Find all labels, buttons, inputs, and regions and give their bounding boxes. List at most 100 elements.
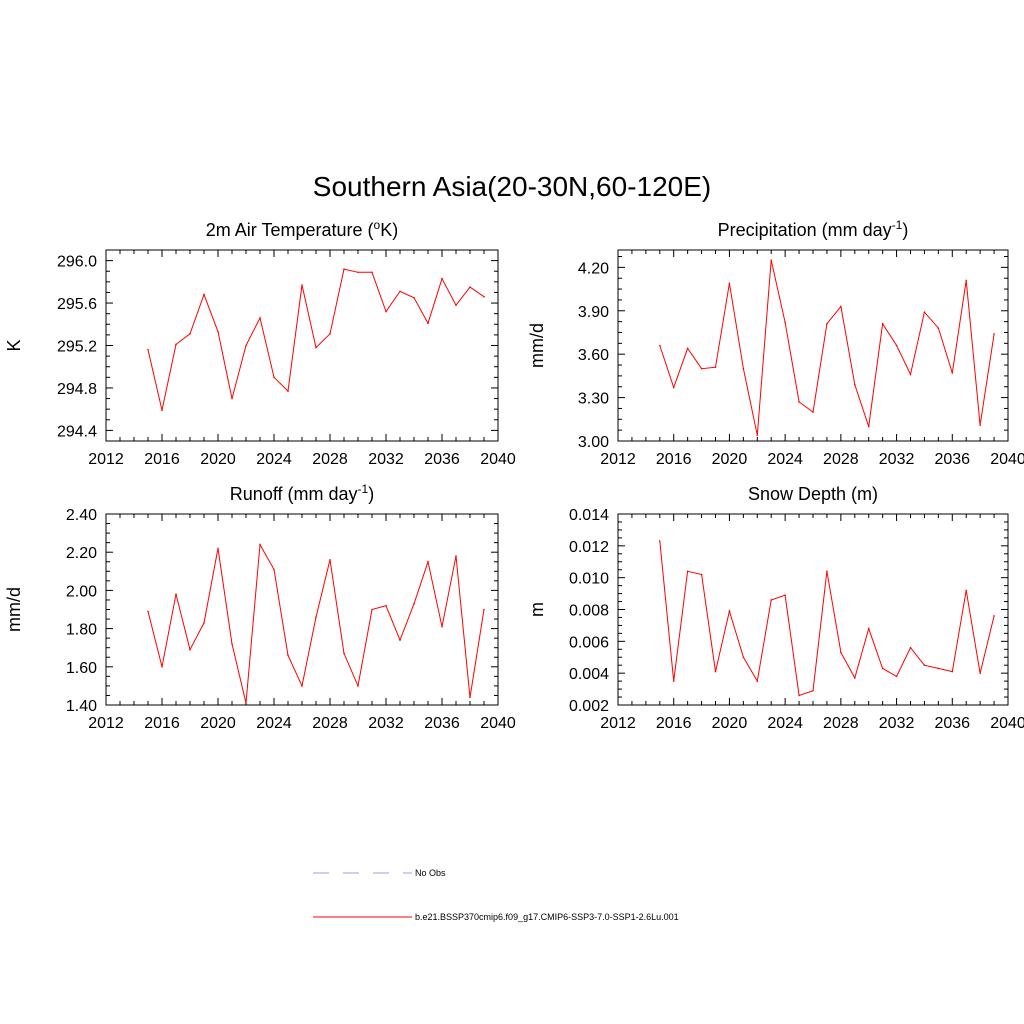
y-tick-label: 295.2 [57,339,97,356]
x-tick-label: 2036 [424,715,460,732]
data-point [203,293,205,296]
panel-3: 2012 2016 2020 2024 2028 2032 2036 2040 1.40 1.60… [4,482,516,732]
data-point [161,666,163,668]
series-line [147,268,485,411]
plot-frame [105,249,499,442]
data-point [714,366,717,369]
y-tick-label: 4.20 [578,260,609,277]
data-point [301,284,303,286]
y-axis-label: mm/d [527,323,547,368]
x-tick-label: 2024 [256,451,292,468]
panel-title: Precipitation (mm day-1) [718,218,909,240]
data-point [315,346,317,349]
data-point [686,347,689,350]
data-point [798,694,800,697]
data-point [329,333,331,335]
data-point [441,625,443,628]
data-point [993,615,995,617]
data-point [175,343,177,346]
x-tick-label: 2032 [368,451,404,468]
data-point [993,333,995,335]
panel-4: 2012 2016 2020 2024 2028 2032 2036 2040 0.002 0.0… [527,484,1024,732]
y-tick-label: 0.010 [569,571,609,588]
data-point [357,271,359,274]
data-point [923,664,926,667]
data-point [686,570,689,573]
data-point [812,689,814,692]
data-point [217,547,219,550]
y-tick-label: 295.6 [57,296,97,313]
x-tick-label: 2020 [200,715,236,732]
data-point [840,651,842,654]
x-tick-label: 2012 [88,451,124,468]
y-tick-label: 1.80 [66,622,97,639]
legend-label-2: b.e21.BSSP370cmip6.f09_g17.CMIP6-SSP3-7.… [415,912,679,922]
y-tick-label: 0.014 [569,507,609,524]
data-point [881,322,884,325]
data-point [826,322,828,325]
y-tick-label: 1.40 [66,698,97,715]
data-point [147,610,149,613]
y-tick-label: 3.30 [578,391,609,408]
series-line [659,541,995,697]
data-point [937,667,940,670]
data-point [909,646,912,649]
data-point [840,305,842,308]
data-point [175,593,177,596]
panel-title: Runoff (mm day-1) [230,482,374,504]
data-point [867,627,870,630]
data-point [672,680,675,682]
panel-title-main: Snow Depth (m) [748,484,878,504]
data-point [951,670,954,673]
data-point [756,680,759,682]
y-tick-label: 294.8 [57,381,97,398]
x-tick-label: 2040 [990,715,1024,732]
panel-title-suffix: ) [368,484,374,504]
panel-title: 2m Air Temperature (oK) [206,218,398,240]
x-tick-label: 2016 [656,451,692,468]
x-tick-label: 2012 [600,715,636,732]
y-tick-label: 0.002 [569,698,609,715]
x-tick-label: 2020 [712,451,748,468]
panel-1: 2012 2016 2020 2024 2028 2032 2036 2040 294.4 294… [4,218,516,468]
panel-title-superscript: o [374,218,381,232]
data-point [742,367,745,370]
data-point [413,296,415,299]
data-point [371,608,373,611]
x-tick-label: 2028 [312,715,348,732]
y-tick-label: 2.40 [66,507,97,524]
data-point [147,348,149,351]
y-tick-label: 3.00 [578,434,609,451]
x-tick-label: 2012 [88,715,124,732]
y-tick-label: 0.006 [569,634,609,651]
x-tick-label: 2016 [656,715,692,732]
data-point [951,372,954,374]
data-point [455,304,457,306]
data-point [784,321,786,324]
data-point [287,390,289,392]
x-tick-label: 2032 [879,451,915,468]
data-point [867,425,870,428]
data-point [895,344,898,347]
data-point [245,702,247,704]
x-tick-label: 2028 [823,451,859,468]
y-tick-label: 296.0 [57,254,97,271]
data-point [343,268,345,270]
data-point [273,376,275,379]
y-tick-label: 0.012 [569,539,609,556]
data-point [826,570,828,573]
data-point [881,667,884,670]
data-point [672,386,675,389]
x-tick-label: 2032 [879,715,915,732]
data-point [371,271,373,274]
series-line [659,259,995,436]
data-point [203,622,205,624]
data-point [770,259,773,261]
data-point [399,639,401,641]
data-point [189,333,191,335]
data-point [259,317,261,319]
data-point [714,670,717,673]
data-point [357,685,359,687]
data-point [469,696,471,699]
data-point [784,594,786,596]
